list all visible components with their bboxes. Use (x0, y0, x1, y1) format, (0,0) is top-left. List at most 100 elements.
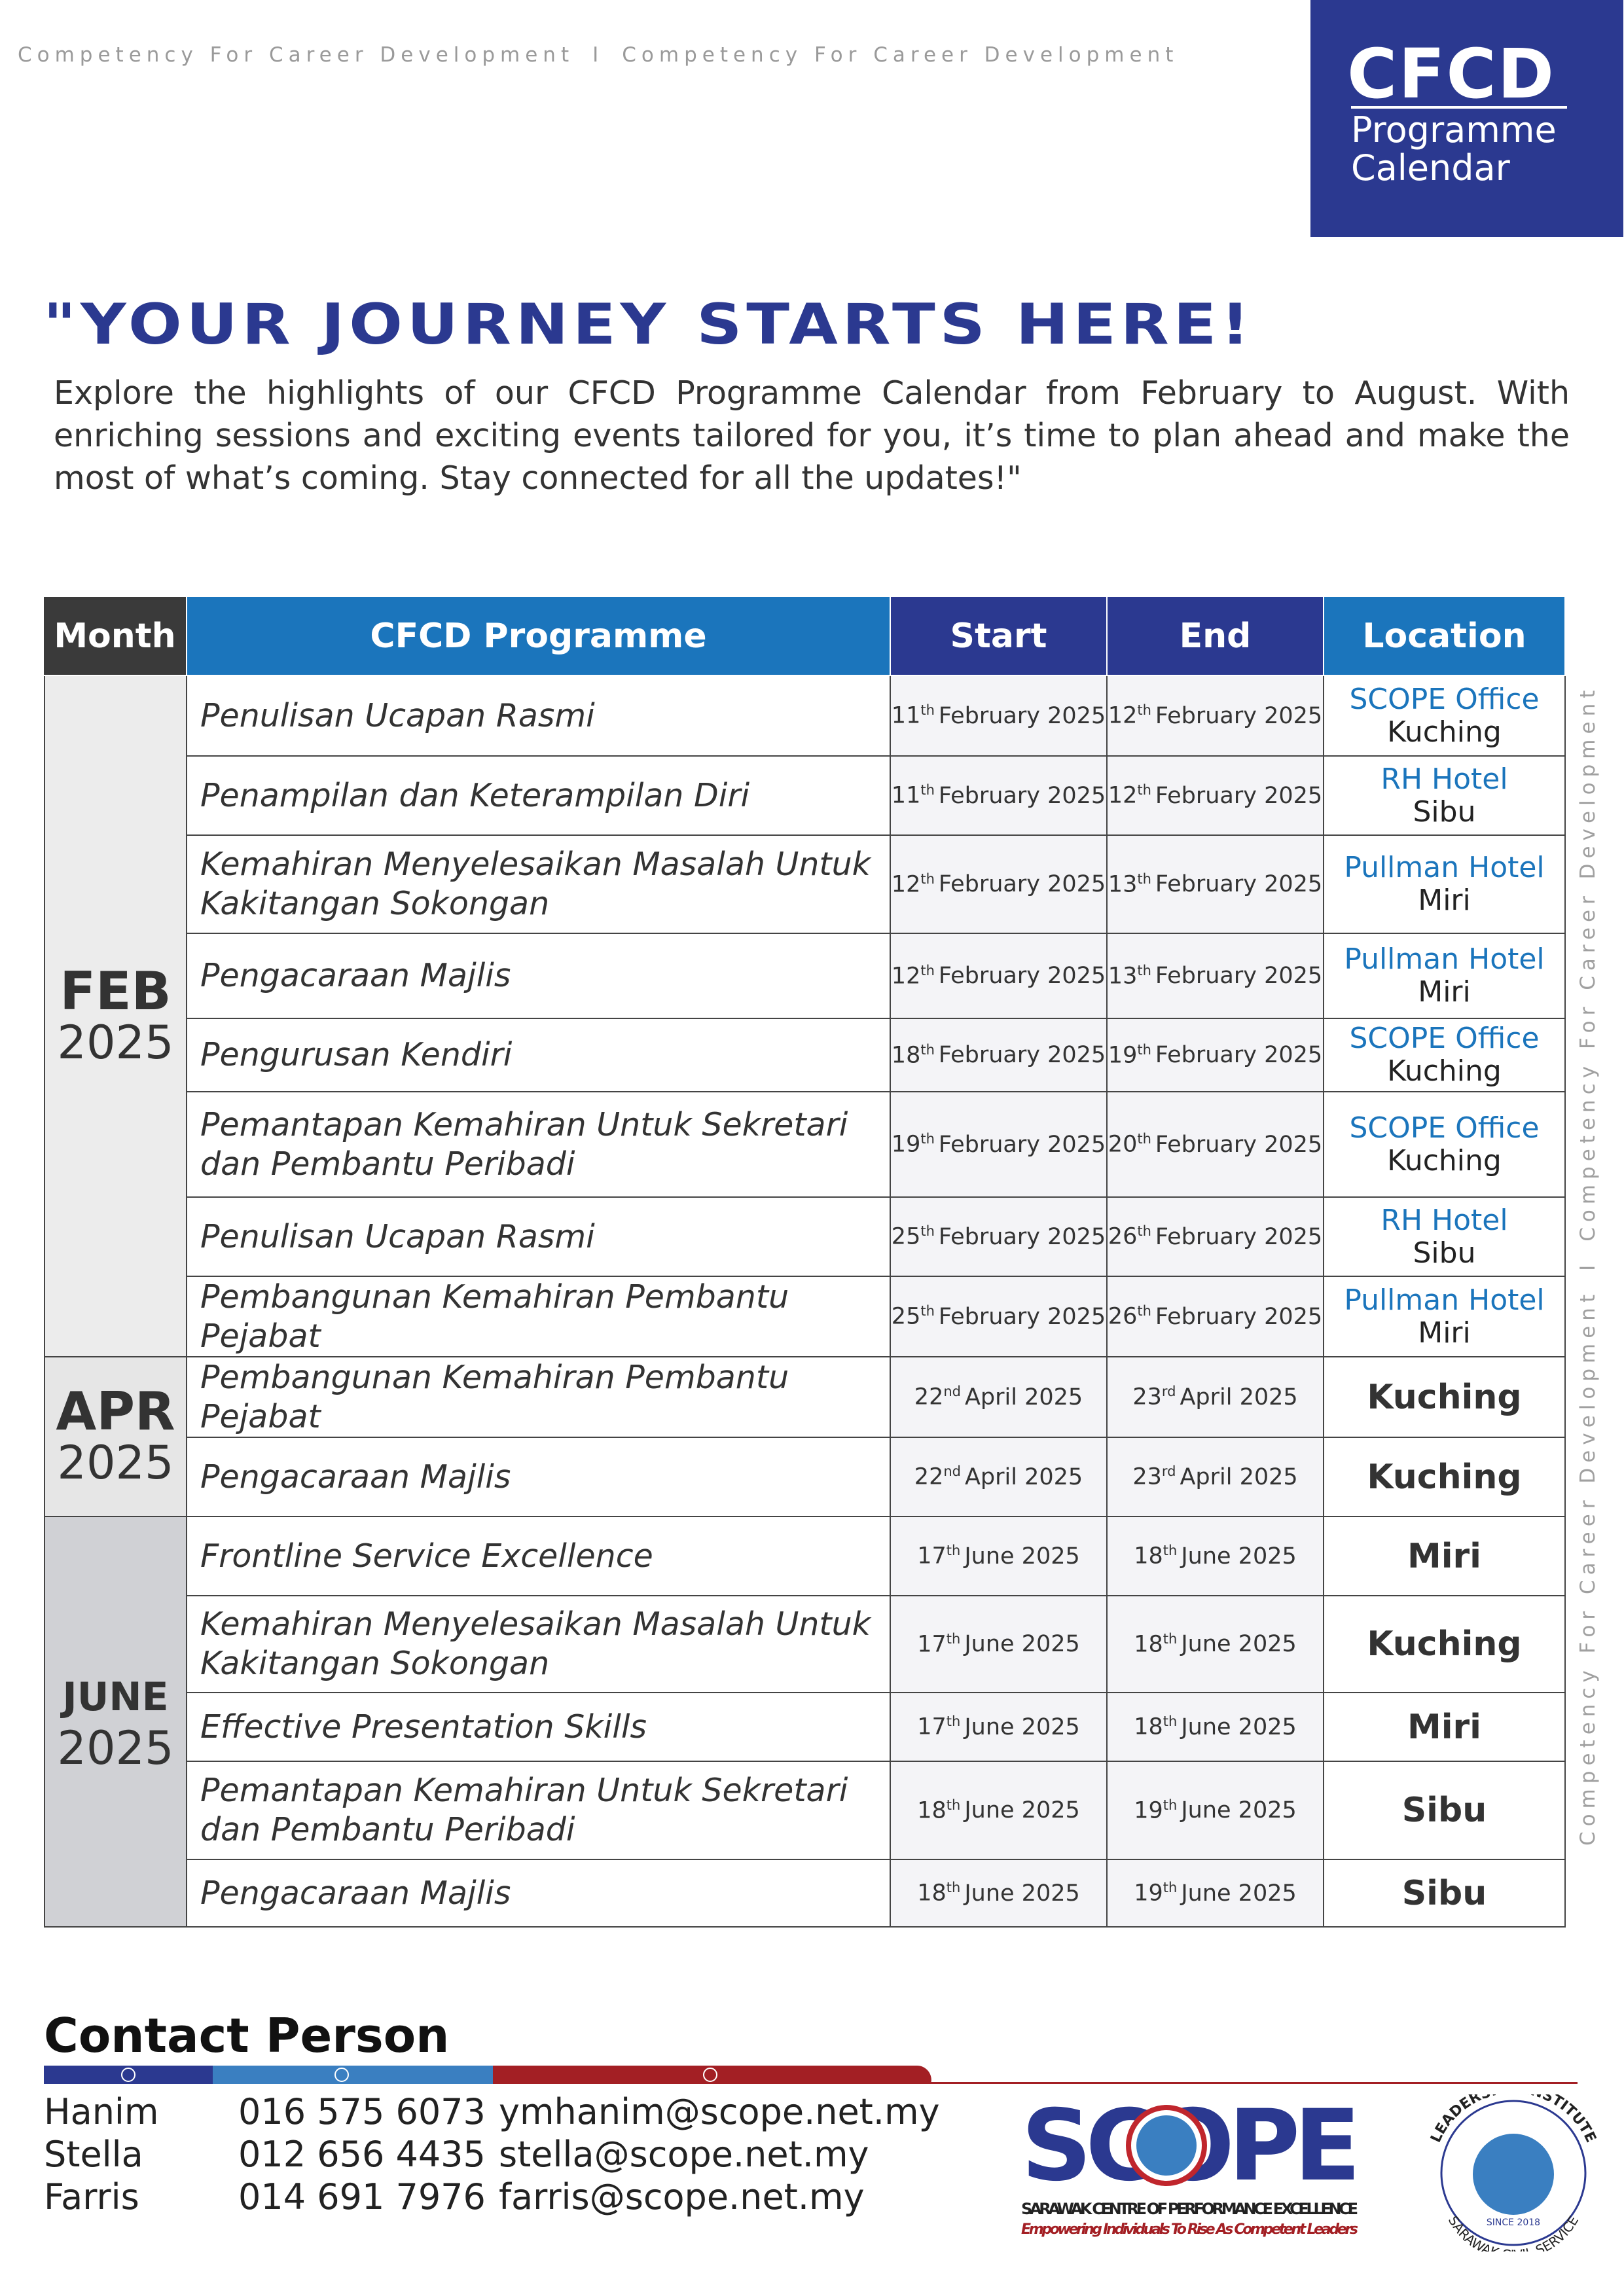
day: 12 (1108, 702, 1138, 729)
rule (916, 2082, 1578, 2084)
badge-since: SINCE 2018 (1487, 2217, 1540, 2228)
day: 23 (1132, 1384, 1162, 1410)
programme: Kemahiran Menyelesaikan Masalah Untuk Ka… (187, 1596, 891, 1693)
month-year: February 2025 (1155, 1042, 1323, 1069)
suffix: th (1137, 1041, 1151, 1058)
city: Kuching (1387, 1054, 1502, 1088)
city: Kuching (1367, 1377, 1522, 1417)
date: 18th June 2025 (1134, 1713, 1297, 1740)
date: 18th June 2025 (917, 1797, 1080, 1824)
logo-subtitle-line: Calendar (1351, 147, 1510, 188)
header-cell: CFCD Programme (187, 597, 891, 676)
contact-phone: 012 656 4435 (238, 2134, 486, 2175)
start-cell: 12th February 2025 (891, 934, 1108, 1019)
programme: Kemahiran Menyelesaikan Masalah Untuk Ka… (187, 836, 891, 934)
month-name: FEB (60, 960, 171, 1022)
day: 19 (1108, 1042, 1138, 1069)
location: Miri (1324, 1693, 1566, 1762)
date: 17th June 2025 (917, 1631, 1080, 1658)
month-cell: FEB 2025 (44, 676, 187, 1357)
day: 18 (891, 1042, 921, 1069)
month-year: June 2025 (1181, 1797, 1297, 1824)
day: 19 (1134, 1797, 1163, 1824)
venue: SCOPE Office (1349, 682, 1540, 716)
end-cell: 23rd April 2025 (1108, 1357, 1324, 1438)
date: 13th February 2025 (1108, 871, 1322, 898)
header-cell: Start (891, 597, 1108, 676)
badge-ring (1440, 2100, 1587, 2246)
date: 22nd April 2025 (914, 1463, 1083, 1490)
contact-name: Stella (44, 2134, 143, 2175)
date: 26th February 2025 (1108, 1303, 1322, 1330)
day: 12 (891, 963, 921, 990)
date: 12th February 2025 (1108, 702, 1322, 729)
contact-title: Contact Person (44, 2008, 450, 2063)
suffix: th (1137, 1223, 1151, 1240)
city: Miri (1418, 884, 1471, 917)
globe (1136, 2115, 1197, 2176)
day: 17 (917, 1713, 947, 1740)
phone-icon (334, 2068, 349, 2082)
day: 18 (1134, 1543, 1163, 1570)
day: 17 (917, 1543, 947, 1570)
day: 12 (1108, 782, 1138, 809)
month-year: June 2025 (1181, 1631, 1297, 1658)
month-year: April 2025 (964, 1384, 1083, 1410)
date: 11th February 2025 (892, 782, 1106, 809)
suffix: th (946, 1797, 961, 1813)
month-year: February 2025 (1155, 702, 1323, 729)
start-cell: 22nd April 2025 (891, 1438, 1108, 1517)
month-year: February 2025 (938, 702, 1106, 729)
suffix: th (920, 870, 935, 887)
month-name: JUNE (62, 1674, 169, 1720)
end-cell: 26th February 2025 (1108, 1277, 1324, 1357)
day: 22 (914, 1463, 944, 1490)
month-year: 2025 (57, 1721, 174, 1775)
end-cell: 12th February 2025 (1108, 676, 1324, 757)
separator: I (592, 43, 604, 67)
date: 19th February 2025 (1108, 1042, 1322, 1069)
start-cell: 17th June 2025 (891, 1596, 1108, 1693)
start-cell: 25th February 2025 (891, 1198, 1108, 1277)
end-cell: 19th June 2025 (1108, 1762, 1324, 1860)
date: 11th February 2025 (892, 702, 1106, 729)
day: 17 (917, 1631, 947, 1658)
location: SCOPE Office Kuching (1324, 1019, 1566, 1092)
date: 19th June 2025 (1134, 1797, 1297, 1824)
suffix: th (920, 1131, 935, 1147)
start-cell: 12th February 2025 (891, 836, 1108, 934)
location: Miri (1324, 1517, 1566, 1596)
month-year: 2025 (57, 1015, 174, 1069)
separator: I (1576, 1259, 1600, 1271)
venue: Pullman Hotel (1344, 1283, 1545, 1317)
venue: RH Hotel (1380, 762, 1508, 796)
month-year: 2025 (57, 1436, 174, 1490)
email-icon (703, 2068, 717, 2082)
contact-name: Farris (44, 2176, 139, 2217)
suffix: rd (1161, 1463, 1176, 1480)
date: 17th June 2025 (917, 1713, 1080, 1740)
day: 13 (1108, 963, 1138, 990)
day: 13 (1108, 871, 1138, 898)
city: Kuching (1367, 1457, 1522, 1497)
footer-logos: SCOPE SARAWAK CENTRE OF PERFORMANCE EXCE… (1021, 2094, 1597, 2251)
bar-email (493, 2065, 931, 2084)
badge-globe (1473, 2134, 1554, 2215)
contact-email: ymhanim@scope.net.my (499, 2091, 940, 2132)
start-cell: 22nd April 2025 (891, 1357, 1108, 1438)
programme: Pengurusan Kendiri (187, 1019, 891, 1092)
start-cell: 17th June 2025 (891, 1517, 1108, 1596)
programme: Pengacaraan Majlis (187, 1438, 891, 1517)
suffix: th (946, 1713, 961, 1730)
suffix: th (1137, 962, 1151, 978)
month-year: April 2025 (1180, 1463, 1298, 1490)
month-year: February 2025 (1155, 871, 1323, 898)
month-year: June 2025 (964, 1713, 1080, 1740)
end-cell: 26th February 2025 (1108, 1198, 1324, 1277)
suffix: th (920, 962, 935, 978)
day: 26 (1108, 1303, 1138, 1330)
city: Kuching (1387, 1143, 1502, 1177)
person-icon (121, 2068, 135, 2082)
location: RH Hotel Sibu (1324, 757, 1566, 836)
